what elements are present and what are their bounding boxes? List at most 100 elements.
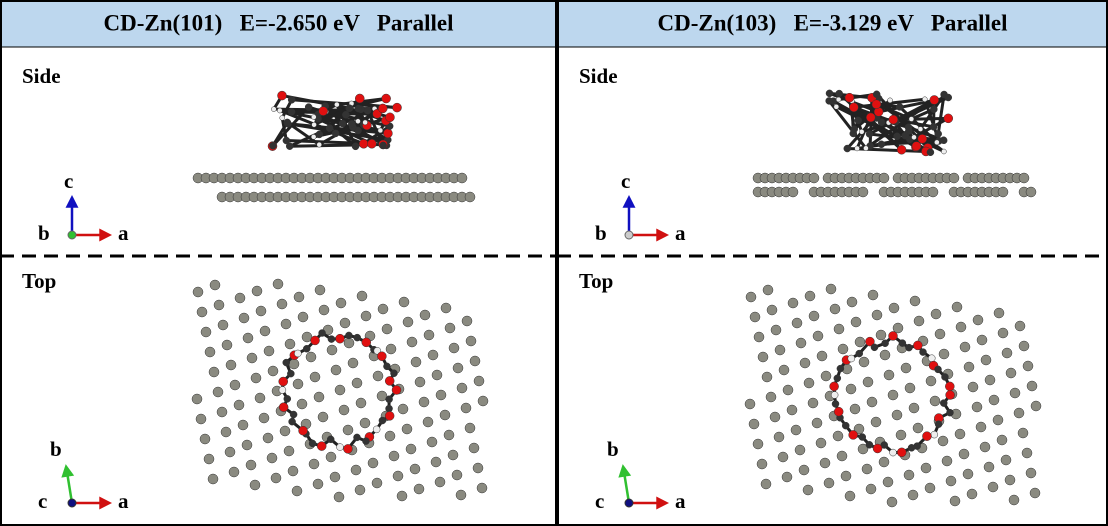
atom [234,400,244,410]
atom [888,98,893,103]
axis-label: b [50,437,62,461]
atom [204,454,214,464]
atom [411,357,421,367]
atom [235,293,245,303]
atom [896,430,906,440]
atom [393,471,403,481]
atom [866,441,873,448]
atom [474,376,484,386]
atom [873,444,882,453]
atom [994,308,1004,318]
atom [981,355,991,365]
atom [914,316,924,326]
atom [879,457,889,467]
atom [775,345,785,355]
atom [373,371,383,381]
atom [382,94,391,103]
atom [909,117,914,122]
atom [263,433,273,443]
atom [1030,488,1040,498]
atom [435,477,445,487]
atom [826,90,833,97]
axis-label: b [38,221,50,245]
atom [813,331,823,341]
atom [293,379,303,389]
atom [766,392,776,402]
atom [372,478,382,488]
atom [928,187,938,197]
atom [988,482,998,492]
atom [882,340,889,347]
atom [949,173,959,183]
atom [804,378,814,388]
atom [945,94,952,101]
atom [964,362,974,372]
atom [788,187,798,197]
atom [902,132,909,139]
atom [311,115,316,120]
atom [319,305,329,315]
atom [340,318,350,328]
atom [1002,348,1012,358]
atom [299,426,308,435]
panel-title: CD-Zn(101) E=-2.650 eV Parallel [104,10,454,35]
atom [821,371,831,381]
atom [334,492,344,502]
atom [205,347,215,357]
atom [817,351,827,361]
atom [1015,321,1025,331]
atom [355,105,362,112]
atom [392,386,401,395]
figure: CD-Zn(101) E=-2.650 eV ParallelSidecbaTo… [0,0,1108,526]
atom [279,377,288,386]
atom [831,392,838,399]
atom [319,330,326,337]
atom [826,284,836,294]
atom [763,285,773,295]
atom [319,107,328,116]
atom [859,129,864,134]
atom [222,340,232,350]
atom [383,363,390,370]
atom [440,410,450,420]
atom [859,357,869,367]
atom [931,309,941,319]
atom [888,390,898,400]
atom [880,350,890,360]
atom [922,97,927,102]
atom [892,410,902,420]
atom [213,387,223,397]
atom [856,350,863,357]
atom [901,363,911,373]
atom [209,367,219,377]
atom [897,145,906,154]
atom [912,135,917,140]
atom [745,399,755,409]
atom [749,419,759,429]
axis-origin [68,499,76,507]
atom [331,365,341,375]
atom [935,130,942,137]
atom [963,469,973,479]
atom [824,478,834,488]
atom [849,430,858,439]
atom [357,291,367,301]
atom [849,103,858,112]
atom [910,296,920,306]
atom [465,192,475,202]
atom [783,385,793,395]
atom [424,330,434,340]
atom [398,404,408,414]
atom [362,338,371,347]
atom [967,489,977,499]
atom [863,146,868,151]
atom [309,440,316,447]
atom [218,320,228,330]
atom [918,127,923,132]
atom [246,460,256,470]
atom [461,403,471,413]
atom [767,305,777,315]
atom [862,464,872,474]
atom [998,187,1008,197]
atom [335,385,345,395]
